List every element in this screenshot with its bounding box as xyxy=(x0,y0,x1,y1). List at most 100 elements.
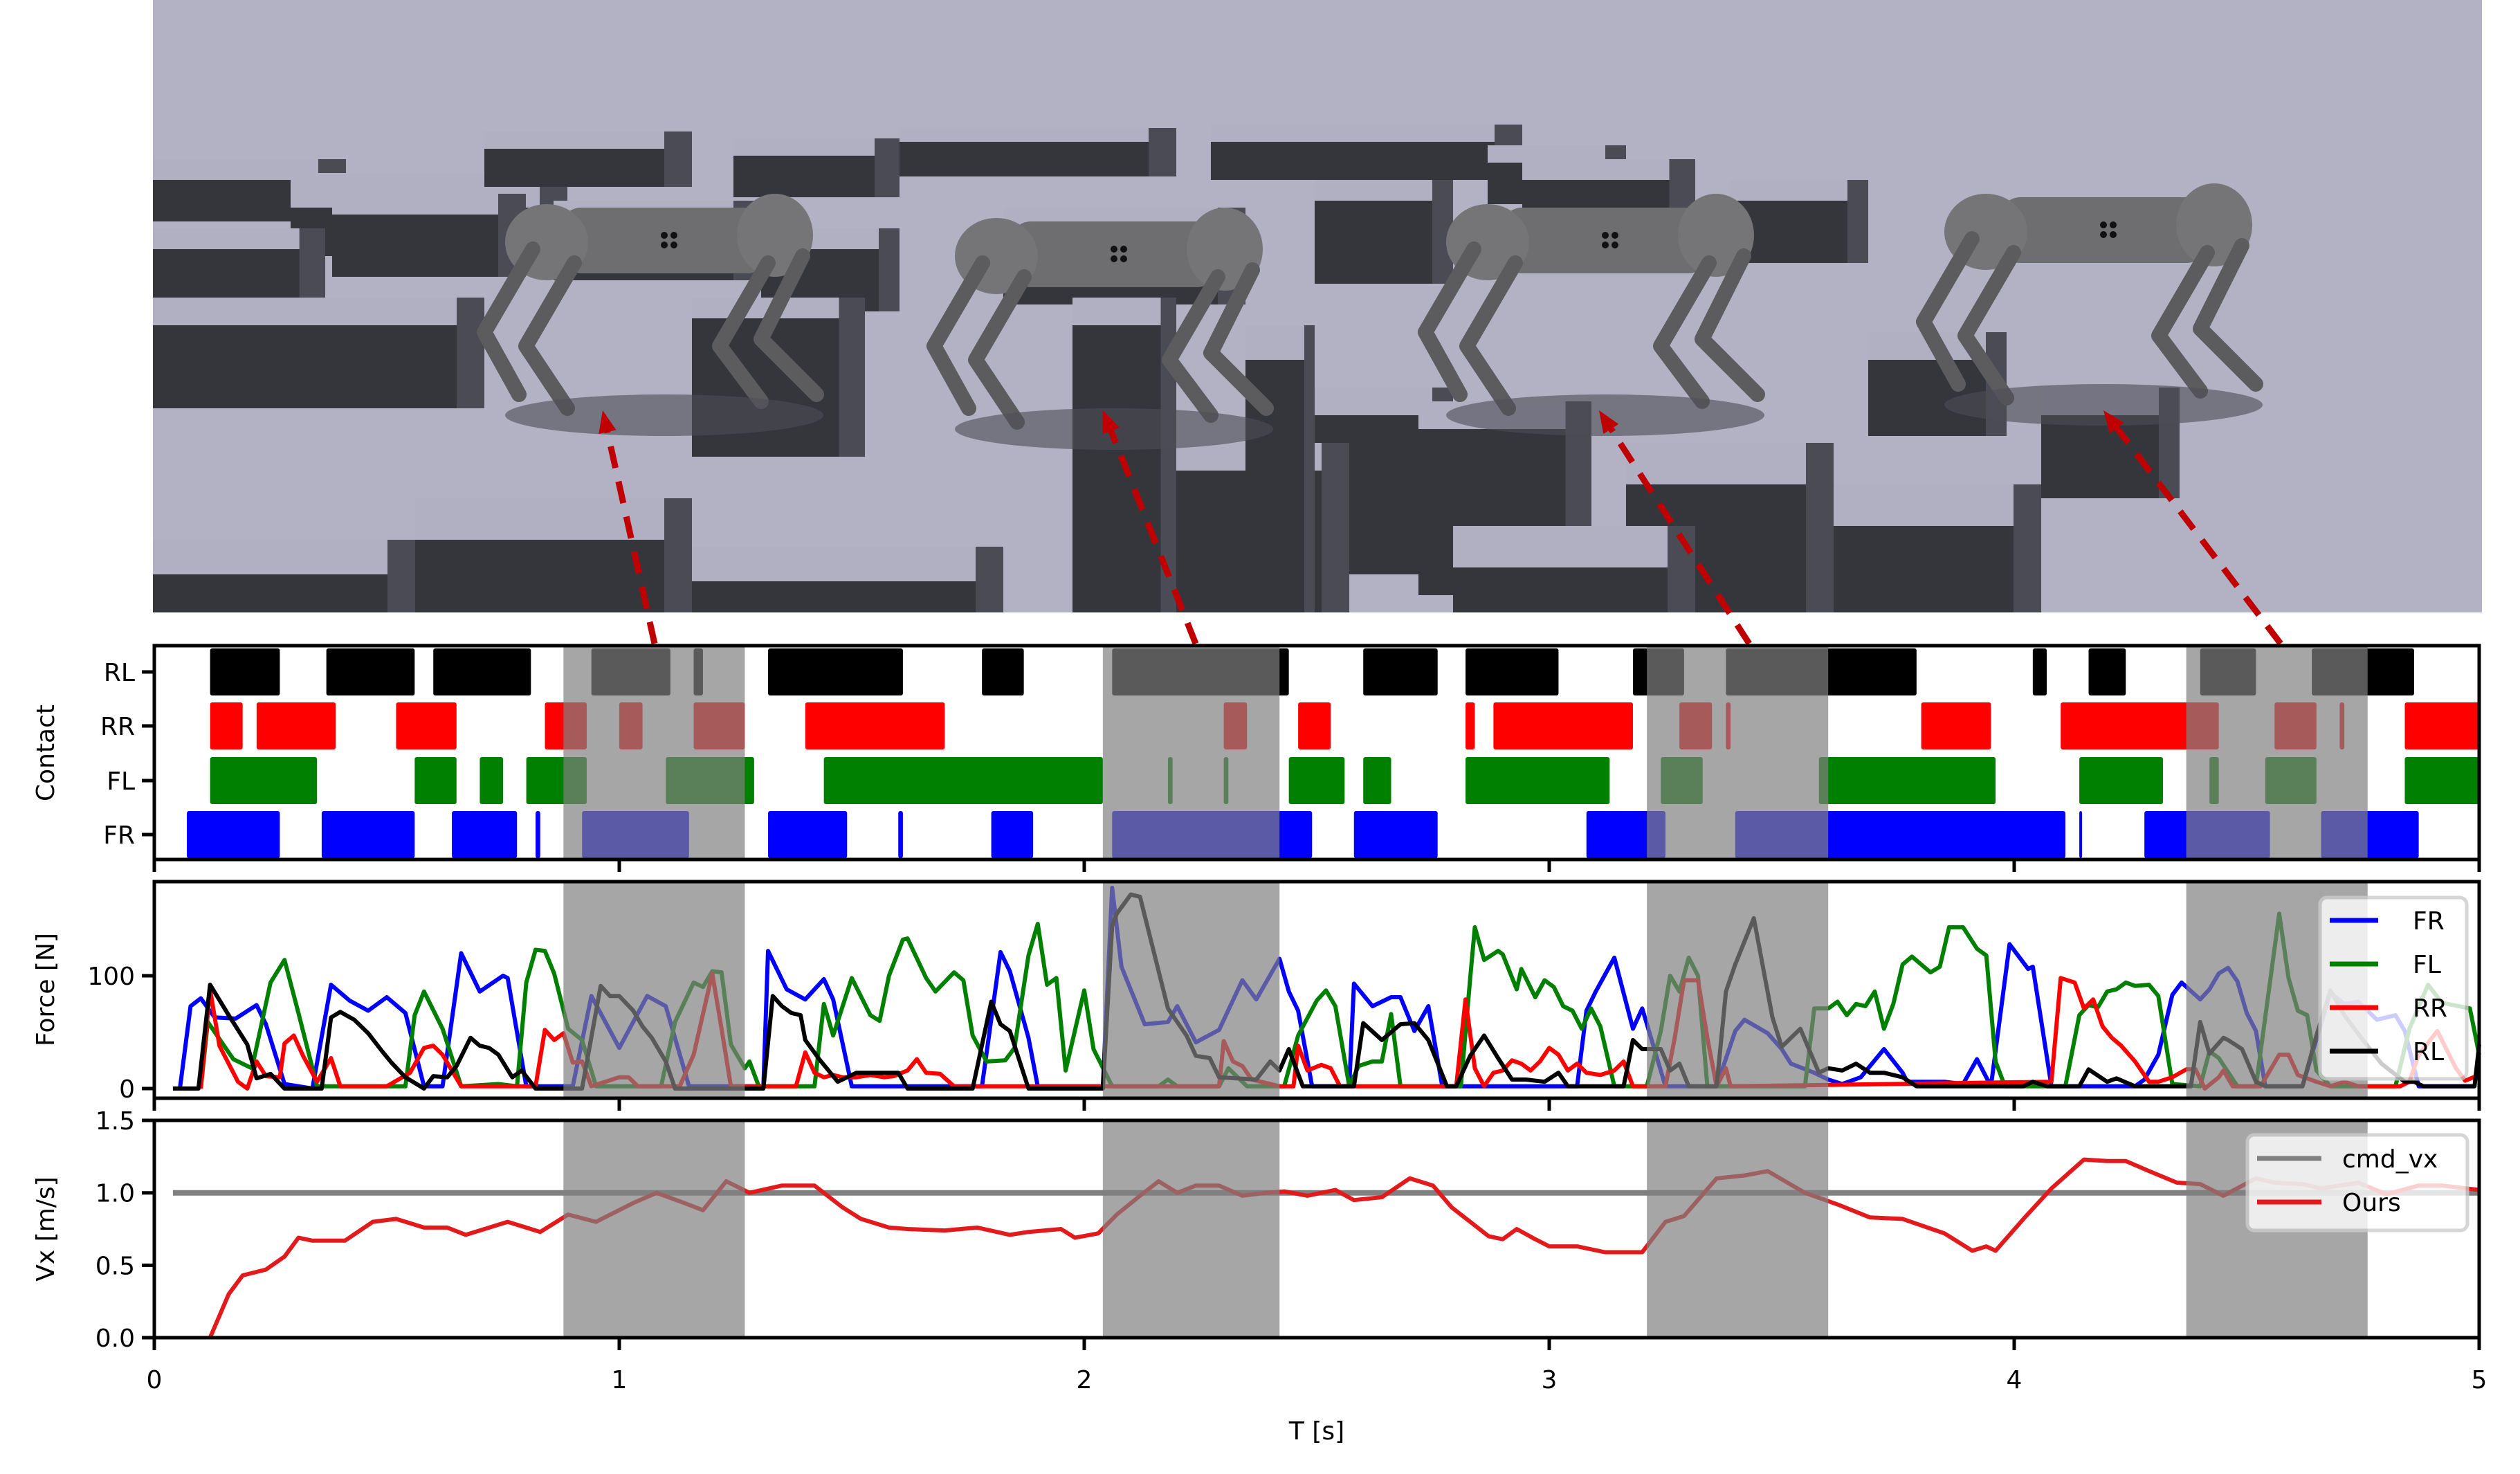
velocity-legend-label: Ours xyxy=(2342,1189,2401,1217)
x-tick-label: 0 xyxy=(147,1366,163,1394)
velocity-tick-label: 1.0 xyxy=(95,1180,135,1208)
contact-bar-FL xyxy=(823,757,1103,804)
shaded-overlay xyxy=(563,1120,2368,1338)
contact-bar-RL xyxy=(433,648,531,695)
force-tick-label: 0 xyxy=(119,1075,135,1104)
contact-tick-label: FR xyxy=(103,821,135,850)
contact-bar-FL xyxy=(414,757,457,804)
force-legend-label: FL xyxy=(2413,951,2441,979)
contact-bar-RR xyxy=(396,702,457,749)
shaded-overlay xyxy=(563,646,2368,859)
contact-bar-RR xyxy=(256,702,336,749)
contact-bar-FR xyxy=(768,811,848,858)
contact-bar-RL xyxy=(768,648,903,695)
contact-panel: RL RR FL FR Contact xyxy=(32,644,2481,862)
velocity-ylabel: Vx [m/s] xyxy=(32,1176,60,1281)
x-tick-label: 5 xyxy=(2472,1366,2487,1394)
contact-bar-FR xyxy=(898,811,903,858)
contact-tick-label: FL xyxy=(107,767,135,796)
contact-bar-RR xyxy=(1466,702,1475,749)
shaded-region xyxy=(563,882,745,1098)
shaded-region xyxy=(1647,1120,1829,1338)
contact-y-ticks: RL RR FL FR xyxy=(100,659,154,850)
force-panel: 0 100 Force [N] FR FL RR RL xyxy=(32,880,2481,1104)
contact-bar-FL xyxy=(480,757,503,804)
velocity-y-ticks: 0.0 0.5 1.0 1.5 xyxy=(95,1107,154,1353)
velocity-line-Ours xyxy=(208,1157,2480,1339)
velocity-panel: 0.0 0.5 1.0 1.5 Vx [m/s] cmd_vx Ours xyxy=(32,1107,2481,1353)
x-tick-label: 2 xyxy=(1077,1366,1093,1394)
simulation-render xyxy=(153,0,2482,612)
contact-axes-frame xyxy=(152,644,2481,862)
force-legend-label: RR xyxy=(2413,994,2447,1023)
velocity-legend-label: cmd_vx xyxy=(2342,1145,2438,1174)
force-y-ticks: 0 100 xyxy=(87,963,154,1104)
contact-tick-label: RL xyxy=(104,659,135,687)
contact-bar-RL xyxy=(1466,648,1559,695)
contact-bar-FL xyxy=(1466,757,1610,804)
velocity-legend: cmd_vx Ours xyxy=(2245,1133,2469,1232)
contact-bar-RL xyxy=(2032,648,2047,695)
force-legend-label: FR xyxy=(2413,907,2445,936)
shaded-region xyxy=(563,1120,745,1338)
x-tick-label: 4 xyxy=(2007,1366,2023,1394)
contact-bar-RR xyxy=(210,702,243,749)
contact-bar-RL xyxy=(2088,648,2126,695)
contact-bar-RR xyxy=(805,702,945,749)
contact-bar-RR xyxy=(1298,702,1331,749)
force-line-RR xyxy=(199,971,2481,1091)
x-tick-label: 3 xyxy=(1542,1366,1558,1394)
quadruped-robots xyxy=(477,183,2263,450)
contact-bar-FR xyxy=(187,811,280,858)
force-axes-frame xyxy=(152,880,2481,1100)
contact-bar-FR xyxy=(1353,811,1438,858)
contact-bar-RR xyxy=(2404,702,2479,749)
contact-bars xyxy=(187,648,2479,858)
contact-bar-FL xyxy=(2404,757,2479,804)
contact-tick-label: RR xyxy=(100,713,135,741)
velocity-lines xyxy=(172,1157,2480,1339)
shaded-region xyxy=(563,646,745,859)
contact-bar-RR xyxy=(1493,702,1633,749)
contact-bar-FR xyxy=(1586,811,1665,858)
shaded-region xyxy=(1647,882,1829,1098)
shaded-region xyxy=(2186,646,2368,859)
contact-bar-RR xyxy=(1921,702,1991,749)
shaded-region xyxy=(1102,1120,1280,1338)
contact-bar-FL xyxy=(2079,757,2164,804)
contact-bar-FL xyxy=(1363,757,1391,804)
force-legend-label: RL xyxy=(2413,1038,2444,1066)
velocity-tick-label: 1.5 xyxy=(95,1107,135,1136)
shaded-region xyxy=(1102,646,1280,859)
contact-bar-FR xyxy=(536,811,540,858)
annotation-arrows xyxy=(599,410,2283,646)
contact-bar-FL xyxy=(1288,757,1345,804)
contact-bar-FR xyxy=(321,811,415,858)
force-lines xyxy=(172,885,2481,1091)
force-tick-label: 100 xyxy=(87,963,135,991)
force-line-RL xyxy=(172,892,2481,1091)
shaded-region xyxy=(1647,646,1829,859)
x-axis-ticks: 0 1 2 3 4 5 xyxy=(147,859,2487,1394)
force-legend: FR FL RR RL xyxy=(2318,895,2469,1081)
contact-bar-FL xyxy=(210,757,318,804)
contact-bar-RL xyxy=(982,648,1024,695)
shaded-region xyxy=(1102,882,1280,1098)
contact-ylabel: Contact xyxy=(32,704,60,801)
x-axis-label: T [s] xyxy=(1288,1417,1344,1446)
contact-bar-FL xyxy=(1818,757,1996,804)
velocity-axes-frame xyxy=(152,1118,2481,1340)
force-ylabel: Force [N] xyxy=(32,933,60,1046)
contact-bar-RR xyxy=(2061,702,2219,749)
contact-bar-FR xyxy=(991,811,1034,858)
velocity-tick-label: 0.0 xyxy=(95,1325,135,1353)
force-line-FR xyxy=(178,885,2475,1091)
contact-bar-FR xyxy=(452,811,518,858)
contact-bar-FR xyxy=(2079,811,2083,858)
contact-bar-RL xyxy=(210,648,280,695)
contact-bar-RL xyxy=(326,648,415,695)
contact-bar-RL xyxy=(1363,648,1438,695)
velocity-tick-label: 0.5 xyxy=(95,1252,135,1280)
x-tick-label: 1 xyxy=(612,1366,628,1394)
